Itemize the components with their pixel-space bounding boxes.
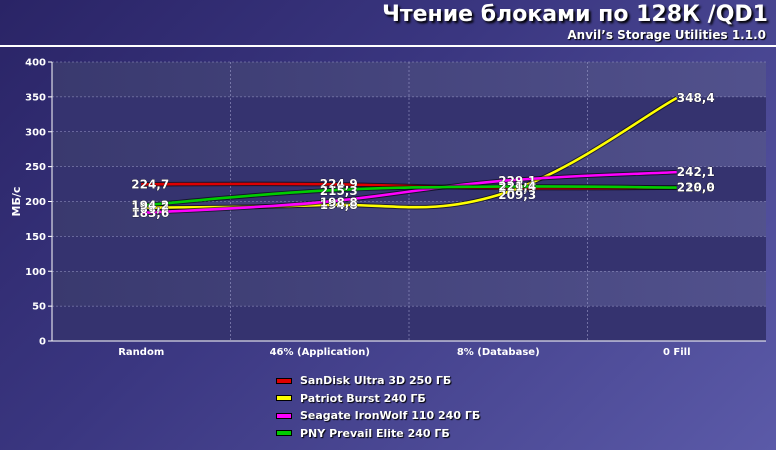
legend-swatch: [276, 377, 292, 384]
grid-band: [52, 271, 766, 307]
series-3-data-label: 183,6: [131, 206, 169, 220]
y-axis-label: МБ/с: [10, 187, 23, 217]
series-lines: [141, 96, 678, 216]
series-4-data-label: 194,2: [131, 199, 169, 213]
series-4-data-label: 221,4: [498, 180, 536, 194]
y-tick-label: 150: [25, 232, 46, 243]
legend-swatch: [276, 430, 292, 437]
series-2-data-label: 209,3: [498, 188, 536, 202]
series-4-data-label: 220,0: [677, 181, 715, 195]
title-divider: [0, 45, 776, 47]
legend-label: Patriot Burst 240 ГБ: [300, 391, 426, 405]
series-3-data-label: 198,8: [320, 195, 358, 209]
chart-subtitle: Anvil’s Storage Utilities 1.1.0: [567, 28, 766, 42]
legend-item-2: Patriot Burst 240 ГБ: [276, 390, 480, 408]
legend-swatch: [276, 412, 292, 419]
y-tick-label: 0: [39, 337, 46, 348]
series-2-data-label: 194,8: [320, 198, 358, 212]
line-chart: 0 50 100 150 200 250 300 350 400 Random 46% (Appli…: [10, 58, 766, 358]
y-tick-label: 400: [25, 58, 46, 69]
series-3-data-label: 242,1: [677, 165, 715, 179]
axes: 0 50 100 150 200 250 300 350 400 Random 46% (Appli…: [10, 58, 766, 358]
x-tick-label: 8% (Database): [457, 347, 540, 358]
legend-label: SanDisk Ultra 3D 250 ГБ: [300, 374, 452, 388]
series-1-data-label: 224,7: [131, 177, 169, 191]
x-tick-label: 46% (Application): [270, 347, 370, 358]
series-2-data-label: 191,2: [131, 201, 169, 215]
legend-item-3: Seagate IronWolf 110 240 ГБ: [276, 407, 480, 425]
series-1-data-label: 219,5: [498, 181, 536, 195]
x-tick-label: 0 Fill: [663, 347, 691, 358]
legend: SanDisk Ultra 3D 250 ГБ Patriot Burst 240…: [276, 372, 480, 442]
y-tick-label: 350: [25, 92, 46, 103]
series-1-data-label: 219,9: [677, 181, 715, 195]
grid-band: [52, 131, 766, 167]
y-tick-label: 100: [25, 267, 46, 278]
y-tick-label: 200: [25, 197, 46, 208]
series-4-data-label: 215,3: [320, 184, 358, 198]
legend-item-4: PNY Prevail Elite 240 ГБ: [276, 425, 480, 443]
legend-item-1: SanDisk Ultra 3D 250 ГБ: [276, 372, 480, 390]
y-tick-label: 300: [25, 127, 46, 138]
y-tick-label: 250: [25, 162, 46, 173]
series-3-line: [141, 170, 677, 215]
legend-label: PNY Prevail Elite 240 ГБ: [300, 426, 450, 440]
series-3-data-label: 229,1: [498, 174, 536, 188]
data-labels: 224,7 224,9 219,5 219,9 191,2 194,8 209,3 348,4…: [131, 91, 715, 221]
chart-title: Чтение блоками по 128К /QD1: [382, 2, 768, 27]
series-4-line: [141, 185, 677, 207]
y-tick-label: 50: [32, 302, 46, 313]
legend-swatch: [276, 395, 292, 402]
series-1-data-label: 224,9: [320, 177, 358, 191]
series-2-data-label: 348,4: [677, 91, 715, 105]
legend-label: Seagate IronWolf 110 240 ГБ: [300, 409, 481, 423]
x-tick-label: Random: [118, 347, 164, 358]
